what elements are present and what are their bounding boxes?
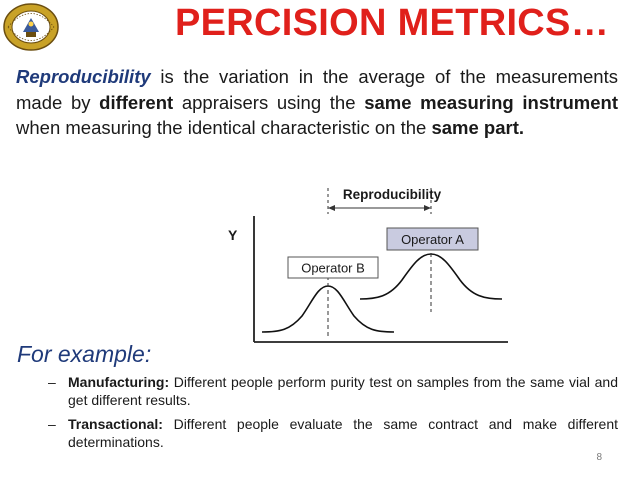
university-seal-icon	[3, 3, 59, 51]
definition-text-1: is the variation in the average of the m…	[16, 66, 618, 113]
dash-bullet-icon: –	[48, 416, 56, 432]
example-label: Manufacturing:	[68, 374, 170, 390]
example-label: Transactional:	[68, 416, 163, 432]
example-text: Different people evaluate the same contr…	[68, 416, 618, 450]
example-heading: For example:	[17, 341, 152, 367]
operator-b-box	[287, 256, 379, 279]
operator-a-box	[386, 227, 479, 251]
operator-a-label: Operator A	[401, 232, 464, 247]
reproducibility-diagram: Reproducibility Y Operator B Operator A	[228, 187, 508, 343]
list-item: – Manufacturing: Different people perfor…	[48, 373, 618, 409]
definition-term: Reproducibility	[16, 66, 151, 87]
definition-bold-1: different	[99, 91, 174, 113]
operator-b-label: Operator B	[301, 261, 365, 276]
span-arrow-right-head	[424, 205, 431, 211]
span-arrow-left-head	[328, 205, 335, 211]
definition-text-2: appraisers using the	[173, 91, 365, 113]
page-number: 8	[596, 452, 602, 463]
example-list: – Manufacturing: Different people perfor…	[48, 373, 618, 457]
slide-title: PERCISION METRICS…	[175, 2, 609, 44]
y-axis-label: Y	[228, 227, 238, 243]
span-label: Reproducibility	[343, 187, 442, 202]
definition-bold-2: same measuring instrument	[364, 91, 618, 113]
example-text: Different people perform purity test on …	[68, 374, 618, 408]
list-item: – Transactional: Different people evalua…	[48, 415, 618, 451]
definition-text-3: when measuring the identical characteris…	[16, 117, 432, 138]
dash-bullet-icon: –	[48, 374, 56, 390]
definition-paragraph: Reproducibility is the variation in the …	[16, 64, 618, 141]
definition-bold-3: same part.	[431, 117, 524, 138]
